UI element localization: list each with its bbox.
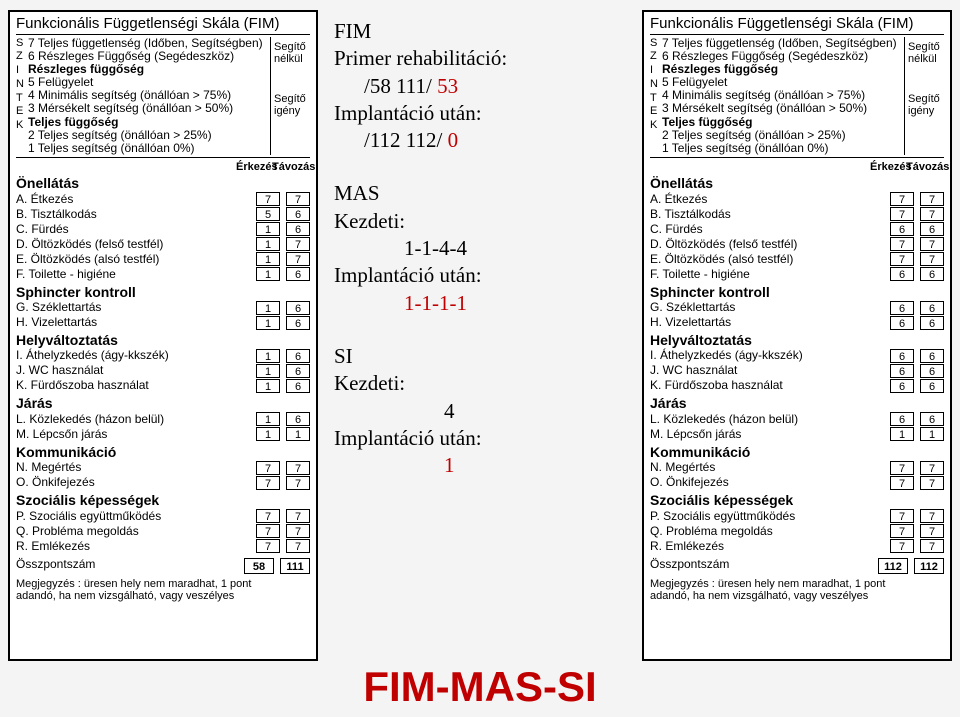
section-sphincter: Sphincter kontroll [16,285,310,300]
helper-col: Segítőnélkül Segítőigény [904,37,944,156]
item-p: P. Szociális együttműködés77 [650,509,944,524]
panel-title: Funkcionális Függetlenségi Skála (FIM) [16,16,310,35]
section-onellatas: Önellátás [650,176,944,191]
item-l: L. Közlekedés (házon belül)66 [650,412,944,427]
note: Megjegyzés : üresen hely nem maradhat, 1… [650,578,944,602]
item-g: G. Széklettartás66 [650,300,944,315]
item-g: G. Széklettartás16 [16,300,310,315]
item-e: E. Öltözködés (alsó testfél)77 [650,252,944,267]
mas-block: MAS Kezdeti: 1-1-4-4 Implantáció után: 1… [334,180,626,316]
section-helyvalt: Helyváltoztatás [650,333,944,348]
footer-title: FIM-MAS-SI [8,661,952,713]
panel-title: Funkcionális Függetlenségi Skála (FIM) [650,16,944,35]
item-i: I. Áthelyzkedés (ágy-kkszék)16 [16,348,310,363]
item-m: M. Lépcsőn járás11 [650,427,944,442]
si-block: SI Kezdeti: 4 Implantáció után: 1 [334,343,626,479]
fim-block: FIM Primer rehabilitáció: /58 111/ 53 Im… [334,18,626,154]
section-komm: Kommunikáció [650,445,944,460]
middle-column: FIM Primer rehabilitáció: /58 111/ 53 Im… [328,10,632,661]
item-j: J. WC használat66 [650,363,944,378]
item-k: K. Fürdőszoba használat16 [16,378,310,393]
scale-letters: S Z I N T E K [650,37,662,156]
scale-letters: S Z I N T E K [16,37,28,156]
helper-col: Segítőnélkül Segítőigény [270,37,310,156]
note: Megjegyzés : üresen hely nem maradhat, 1… [16,578,310,602]
section-komm: Kommunikáció [16,445,310,460]
fim-panel-left: Funkcionális Függetlenségi Skála (FIM) S… [8,10,318,661]
item-q: Q. Probléma megoldás77 [16,524,310,539]
item-f: F. Toilette - higiéne66 [650,267,944,282]
item-n: N. Megértés77 [16,460,310,475]
total-row: Összpontszám 58 111 [16,558,310,574]
section-onellatas: Önellátás [16,176,310,191]
item-r: R. Emlékezés77 [650,539,944,554]
item-c: C. Fürdés16 [16,222,310,237]
item-b: B. Tisztálkodás77 [650,207,944,222]
item-l: L. Közlekedés (házon belül)16 [16,412,310,427]
item-m: M. Lépcsőn járás11 [16,427,310,442]
item-e: E. Öltözködés (alsó testfél)17 [16,252,310,267]
total-row: Összpontszám 112 112 [650,558,944,574]
item-b: B. Tisztálkodás56 [16,207,310,222]
section-jaras: Járás [16,396,310,411]
scale-levels: S Z I N T E K 7 Teljes függetlenség (Idő… [16,37,310,159]
scale-list: 7 Teljes függetlenség (Időben, Segítségb… [662,37,904,156]
section-szoc: Szociális képességek [16,493,310,508]
col-headers: ÉrkezésTávozás [16,161,310,173]
item-j: J. WC használat16 [16,363,310,378]
items-area: ÉrkezésTávozás Önellátás A. Étkezés77 B.… [650,161,944,602]
section-szoc: Szociális képességek [650,493,944,508]
item-a: A. Étkezés77 [16,192,310,207]
item-c: C. Fürdés66 [650,222,944,237]
items-area: ÉrkezésTávozás Önellátás A. Étkezés77 B.… [16,161,310,602]
scale-levels: S Z I N T E K 7 Teljes függetlenség (Idő… [650,37,944,159]
item-a: A. Étkezés77 [650,192,944,207]
col-headers: ÉrkezésTávozás [650,161,944,173]
section-sphincter: Sphincter kontroll [650,285,944,300]
item-h: H. Vizelettartás66 [650,315,944,330]
item-r: R. Emlékezés77 [16,539,310,554]
item-d: D. Öltözködés (felső testfél)17 [16,237,310,252]
section-helyvalt: Helyváltoztatás [16,333,310,348]
item-p: P. Szociális együttműködés77 [16,509,310,524]
item-i: I. Áthelyzkedés (ágy-kkszék)66 [650,348,944,363]
item-o: O. Önkifejezés77 [650,475,944,490]
item-h: H. Vizelettartás16 [16,315,310,330]
fim-panel-right: Funkcionális Függetlenségi Skála (FIM) S… [642,10,952,661]
scale-list: 7 Teljes függetlenség (Időben, Segítségb… [28,37,270,156]
slide: Funkcionális Függetlenségi Skála (FIM) S… [8,10,952,661]
item-q: Q. Probléma megoldás77 [650,524,944,539]
item-d: D. Öltözködés (felső testfél)77 [650,237,944,252]
item-f: F. Toilette - higiéne16 [16,267,310,282]
section-jaras: Járás [650,396,944,411]
item-k: K. Fürdőszoba használat66 [650,378,944,393]
item-n: N. Megértés77 [650,460,944,475]
item-o: O. Önkifejezés77 [16,475,310,490]
